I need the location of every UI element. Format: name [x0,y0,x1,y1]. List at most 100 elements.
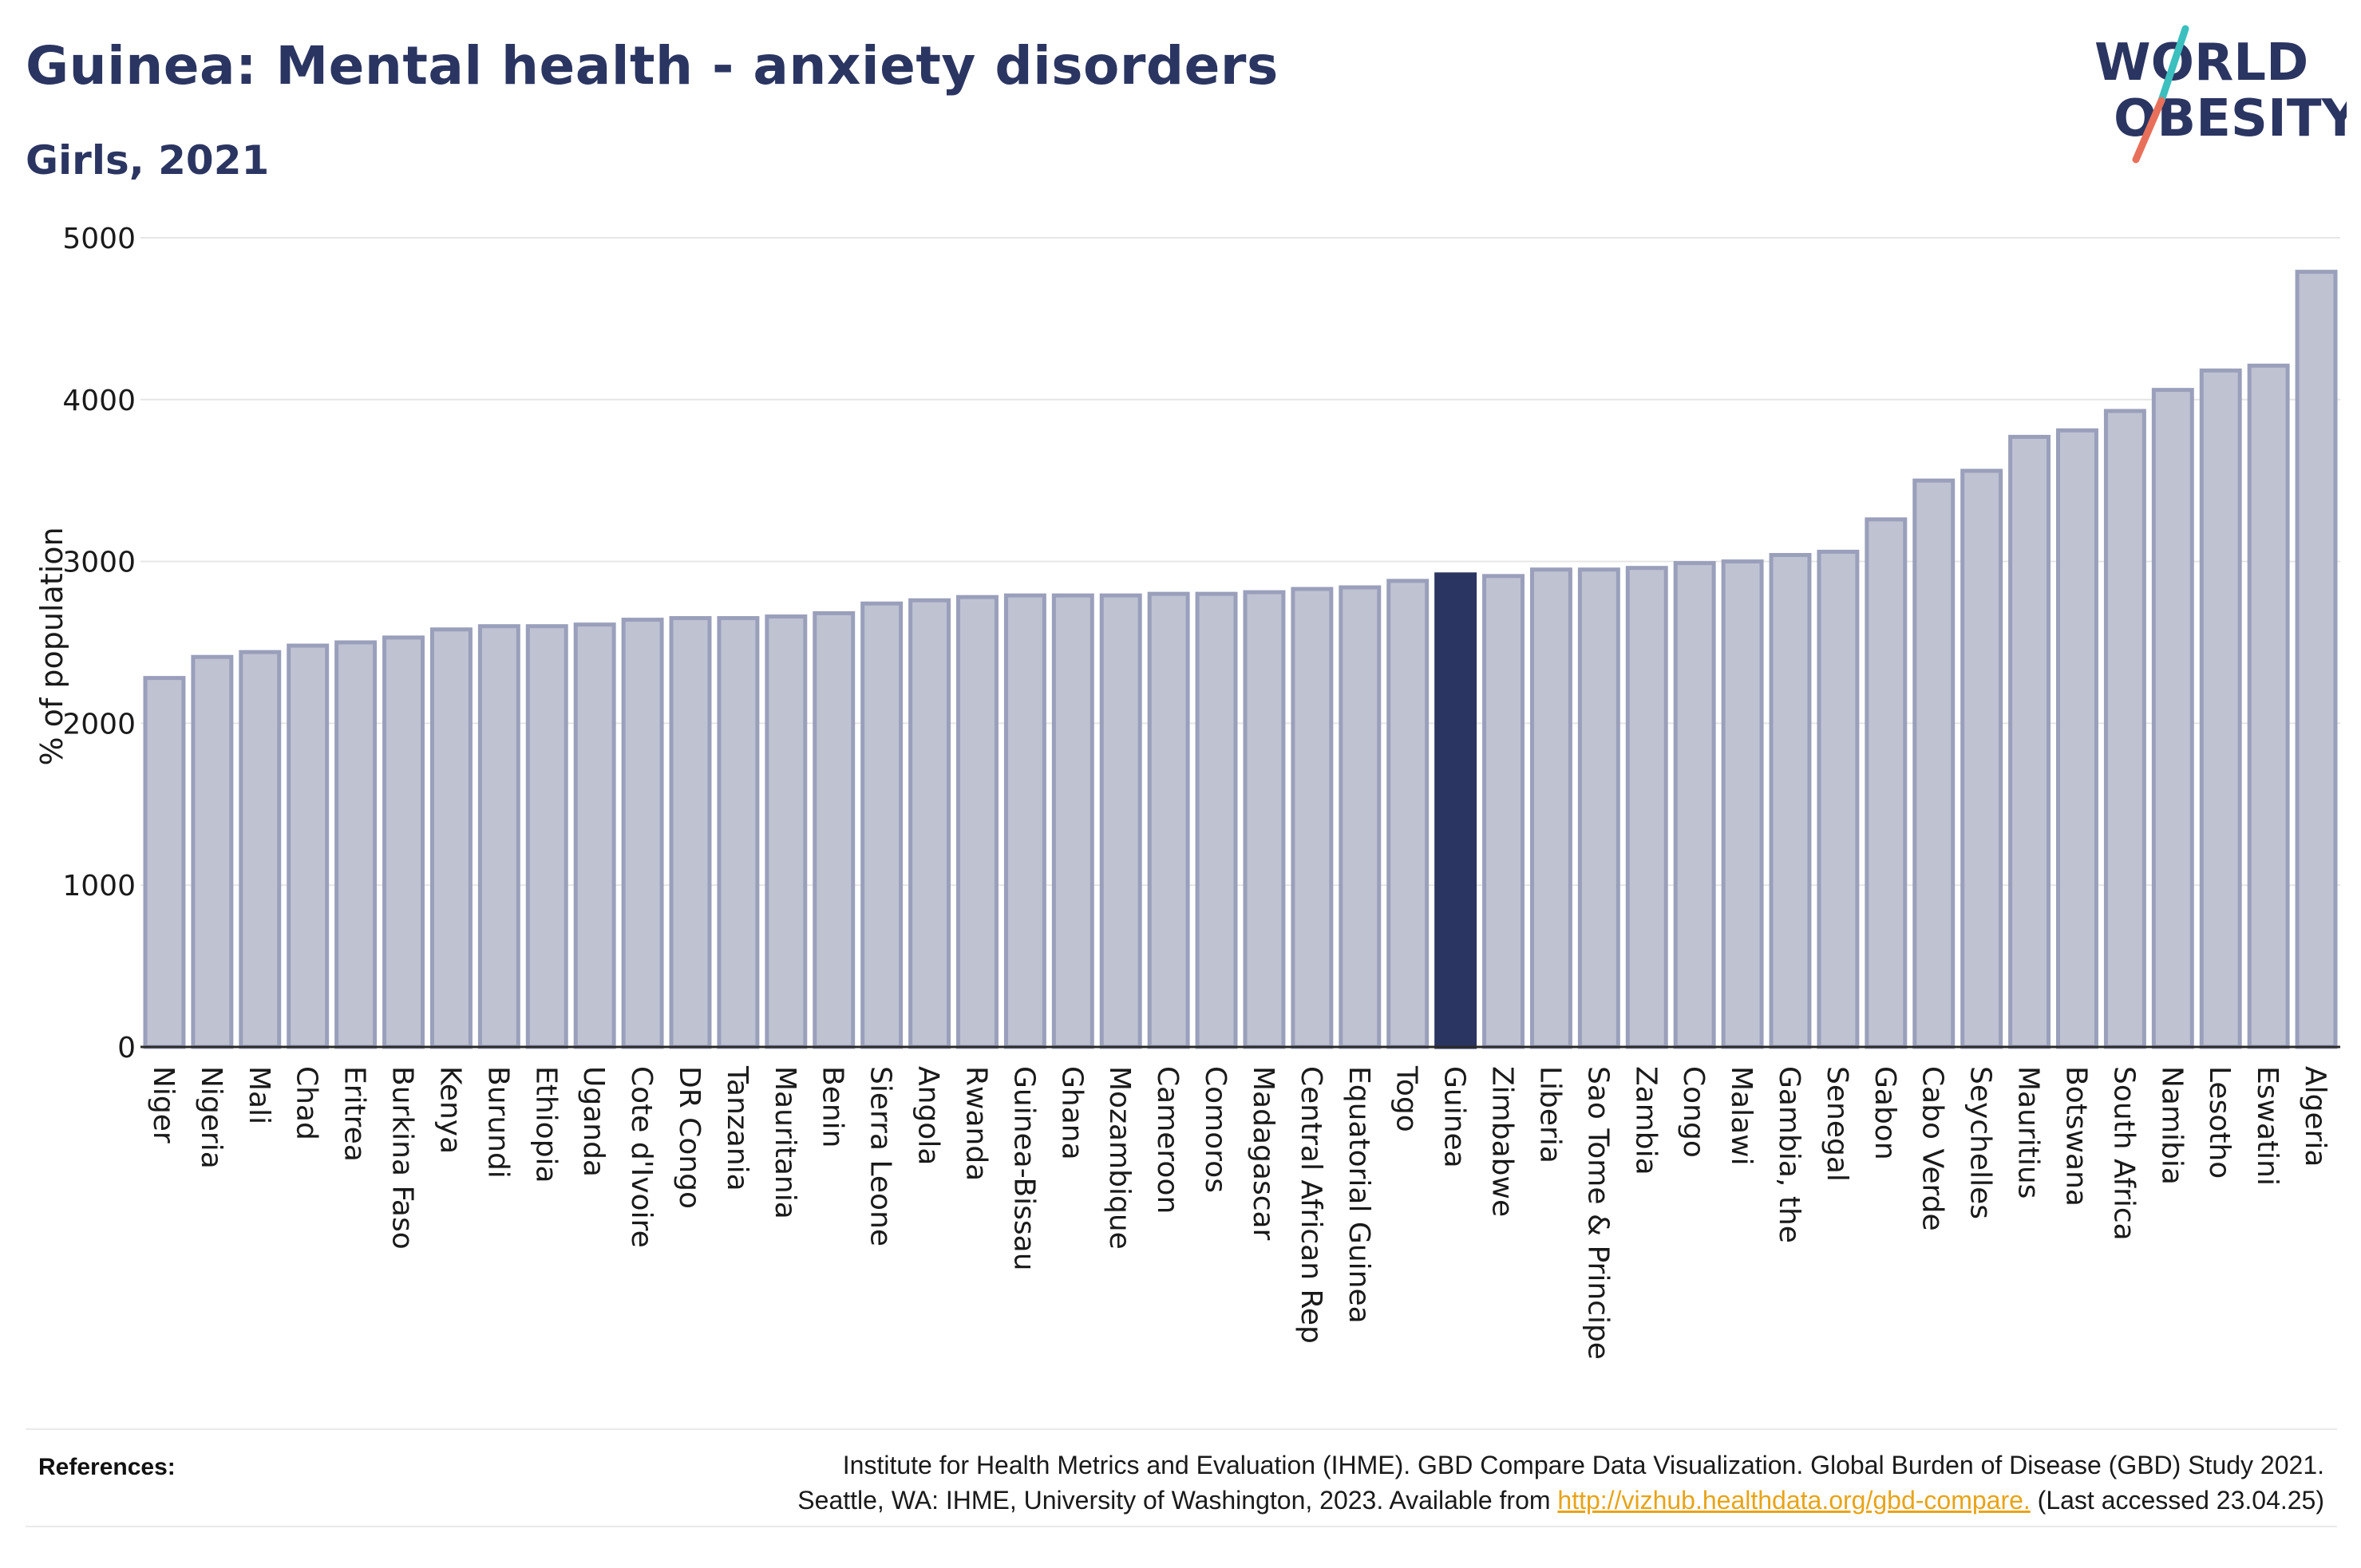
bar [2295,270,2338,1049]
x-tick-label: Cote d'Ivoire [625,1066,658,1248]
y-tick-label: 2000 [62,708,136,741]
logo-slash-coral [2132,97,2165,164]
x-tick-label: South Africa [2107,1066,2140,1241]
bar [143,676,186,1049]
bar [429,627,473,1049]
bar [1051,593,1094,1049]
bar [334,640,378,1049]
x-tick-label: Namibia [2155,1066,2188,1185]
x-tick-label: Sierra Leone [864,1066,897,1246]
x-tick-label: Guinea [1438,1066,1471,1168]
x-tick-label: Tanzania [721,1065,753,1191]
bar [1386,579,1430,1049]
x-tick-label: Ghana [1055,1066,1088,1160]
x-tick-label: Sao Tome & Principe [1581,1066,1614,1360]
x-tick-label: Angola [912,1066,945,1165]
y-tick-label: 1000 [62,870,136,902]
x-tick-label: Chad [291,1066,323,1140]
x-tick-label: Lesotho [2203,1066,2236,1179]
y-tick-label: 3000 [62,547,136,579]
bar [908,598,951,1049]
bar [1625,566,1668,1049]
y-tick-label: 5000 [62,223,136,255]
x-tick-label: Ethiopia [529,1066,562,1183]
bar [2199,368,2242,1049]
x-tick-label: Mauritius [2012,1066,2045,1199]
x-tick-label: Zambia [1629,1066,1662,1175]
bar [2103,409,2146,1049]
references-text: Institute for Health Metrics and Evaluat… [797,1448,2324,1518]
bar [1865,517,1908,1049]
world-obesity-logo: WORLD OBESITY [2094,25,2347,164]
bar [2247,363,2290,1049]
y-axis-label: % of population [34,527,69,765]
bar [1099,593,1142,1049]
bar [573,622,616,1049]
x-tick-label: DR Congo [673,1066,706,1209]
bar [1529,567,1572,1049]
bar [669,616,712,1049]
x-tick-label: Botswana [2059,1066,2092,1207]
references-label: References: [38,1454,176,1480]
bar [2056,428,2098,1049]
x-tick-label: Mali [243,1066,275,1124]
bar [525,624,568,1049]
x-tick-label: Mozambique [1103,1066,1136,1250]
references-line-2: Seattle, WA: IHME, University of Washing… [797,1483,2324,1518]
references-line-2-prefix: Seattle, WA: IHME, University of Washing… [797,1486,1558,1515]
chart-title: Guinea: Mental health - anxiety disorder… [26,35,1279,97]
bar [1721,559,1764,1049]
bar [1577,567,1620,1049]
x-tick-label: Malawi [1725,1066,1758,1166]
x-tick-label: Gabon [1869,1066,1901,1160]
x-tick-label: Comoros [1199,1066,1232,1193]
x-tick-label: Algeria [2299,1066,2331,1167]
x-tick-label: Burkina Faso [386,1066,419,1250]
bar [477,624,520,1049]
x-tick-label: Rwanda [959,1066,992,1181]
x-tick-label: Togo [1390,1065,1423,1132]
x-tick-label: Benin [817,1066,849,1147]
bar-chart: 0 1000 2000 3000 4000 5000 % of population Nige… [34,223,2340,1360]
bar [287,643,330,1049]
x-tick-label: Uganda [577,1066,610,1177]
references-line-2-suffix: (Last accessed 23.04.25) [2030,1486,2324,1515]
bar [1291,587,1334,1049]
bar-highlighted [1434,572,1477,1049]
bar [1195,591,1238,1049]
x-tick-label: Cabo Verde [1916,1066,1949,1231]
x-tick-label: Cameroon [1151,1066,1184,1214]
x-tick-label: Gambia, the [1773,1066,1805,1243]
bar [1960,468,2003,1049]
x-tick-label: Liberia [1533,1066,1566,1163]
chart-subtitle: Girls, 2021 [26,137,270,184]
bar [813,610,856,1049]
x-tick-label: Eritrea [338,1066,371,1162]
bar [621,618,664,1049]
bar [717,616,760,1049]
x-tick-label: Guinea-Bissau [1007,1066,1040,1271]
bar [382,635,425,1049]
bar [1339,585,1382,1049]
bar [1147,591,1190,1049]
x-tick-label: Equatorial Guinea [1343,1066,1375,1324]
bar [191,654,234,1049]
references-link[interactable]: http://vizhub.healthdata.org/gbd-compare… [1557,1486,2031,1515]
bar [860,601,904,1049]
x-tick-label: Seychelles [1964,1066,1997,1219]
x-tick-label: Burundi [481,1066,514,1179]
bar [1243,590,1286,1049]
bar [1912,478,1956,1049]
x-tick-label: Mauritania [769,1066,801,1219]
x-tick-label: Zimbabwe [1486,1066,1519,1217]
x-tick-label: Nigeria [195,1066,227,1169]
bar [1482,574,1525,1049]
x-tick-label: Kenya [433,1066,466,1154]
x-tick-label: Niger [147,1066,180,1143]
y-tick-label: 0 [117,1032,136,1064]
bar [1003,593,1046,1049]
y-tick-label: 4000 [62,385,136,417]
bar [1769,552,1812,1049]
bar [1673,561,1716,1049]
x-tick-label: Senegal [1821,1066,1853,1182]
